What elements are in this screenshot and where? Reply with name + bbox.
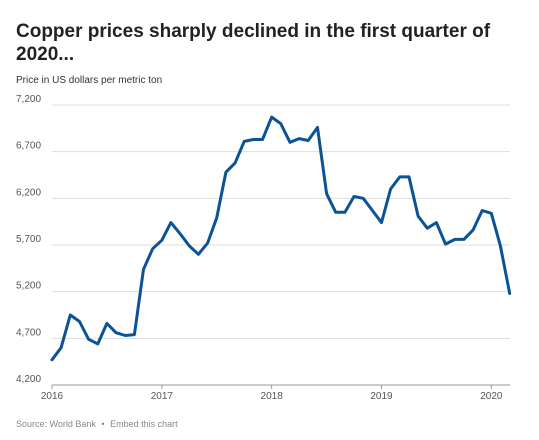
data-point <box>252 138 255 141</box>
data-point <box>471 229 474 232</box>
y-tick-label: 6,200 <box>16 187 41 198</box>
data-point <box>490 212 493 215</box>
data-point <box>407 175 410 178</box>
data-point <box>234 161 237 164</box>
data-point <box>343 211 346 214</box>
data-point <box>105 322 108 325</box>
data-point <box>124 334 127 337</box>
data-point <box>298 137 301 140</box>
x-tick-label: 2018 <box>261 391 284 402</box>
data-point <box>87 338 90 341</box>
embed-chart-link[interactable]: Embed this chart <box>110 419 178 429</box>
x-tick-label: 2016 <box>41 391 64 402</box>
data-point <box>417 215 420 218</box>
data-point <box>435 221 438 224</box>
data-point <box>169 221 172 224</box>
data-point <box>426 227 429 230</box>
data-point <box>389 188 392 191</box>
data-point <box>380 221 383 224</box>
data-point <box>243 140 246 143</box>
y-tick-label: 5,700 <box>16 234 41 245</box>
data-point <box>215 216 218 219</box>
data-point <box>115 331 118 334</box>
data-point <box>307 139 310 142</box>
data-point <box>133 333 136 336</box>
data-point <box>353 195 356 198</box>
data-point <box>96 342 99 345</box>
data-point <box>371 209 374 212</box>
data-point <box>325 192 328 195</box>
chart-footer: Source: World Bank • Embed this chart <box>16 419 178 429</box>
data-point <box>197 253 200 256</box>
data-point <box>481 209 484 212</box>
y-tick-label: 5,200 <box>16 281 41 292</box>
data-point <box>270 116 273 119</box>
data-point <box>142 268 145 271</box>
data-point <box>188 244 191 247</box>
data-point <box>179 232 182 235</box>
data-point <box>51 358 54 361</box>
chart-title: Copper prices sharply declined in the fi… <box>16 21 491 65</box>
data-point <box>206 242 209 245</box>
data-point <box>499 244 502 247</box>
data-point <box>398 175 401 178</box>
y-tick-label: 7,200 <box>16 94 41 105</box>
data-point <box>462 238 465 241</box>
data-point <box>316 126 319 129</box>
data-point <box>444 243 447 246</box>
source-note: Source: World Bank <box>16 419 96 429</box>
data-point <box>279 122 282 125</box>
x-tick-label: 2017 <box>151 391 174 402</box>
data-point <box>362 197 365 200</box>
x-tick-label: 2020 <box>480 391 503 402</box>
footer-separator: • <box>101 419 105 429</box>
x-tick-label: 2019 <box>370 391 393 402</box>
data-point <box>261 138 264 141</box>
data-point <box>289 141 292 144</box>
data-point <box>160 239 163 242</box>
data-point <box>60 346 63 349</box>
data-point <box>151 247 154 250</box>
y-tick-label: 4,700 <box>16 327 41 338</box>
data-point <box>508 292 511 295</box>
y-tick-label: 6,700 <box>16 141 41 152</box>
data-point <box>334 211 337 214</box>
y-tick-label: 4,200 <box>16 374 41 385</box>
y-axis-unit-label: Price in US dollars per metric ton <box>16 75 163 86</box>
price-series-line <box>50 115 512 362</box>
data-point <box>224 171 227 174</box>
data-point <box>69 314 72 317</box>
data-point <box>453 238 456 241</box>
data-point <box>78 320 81 323</box>
